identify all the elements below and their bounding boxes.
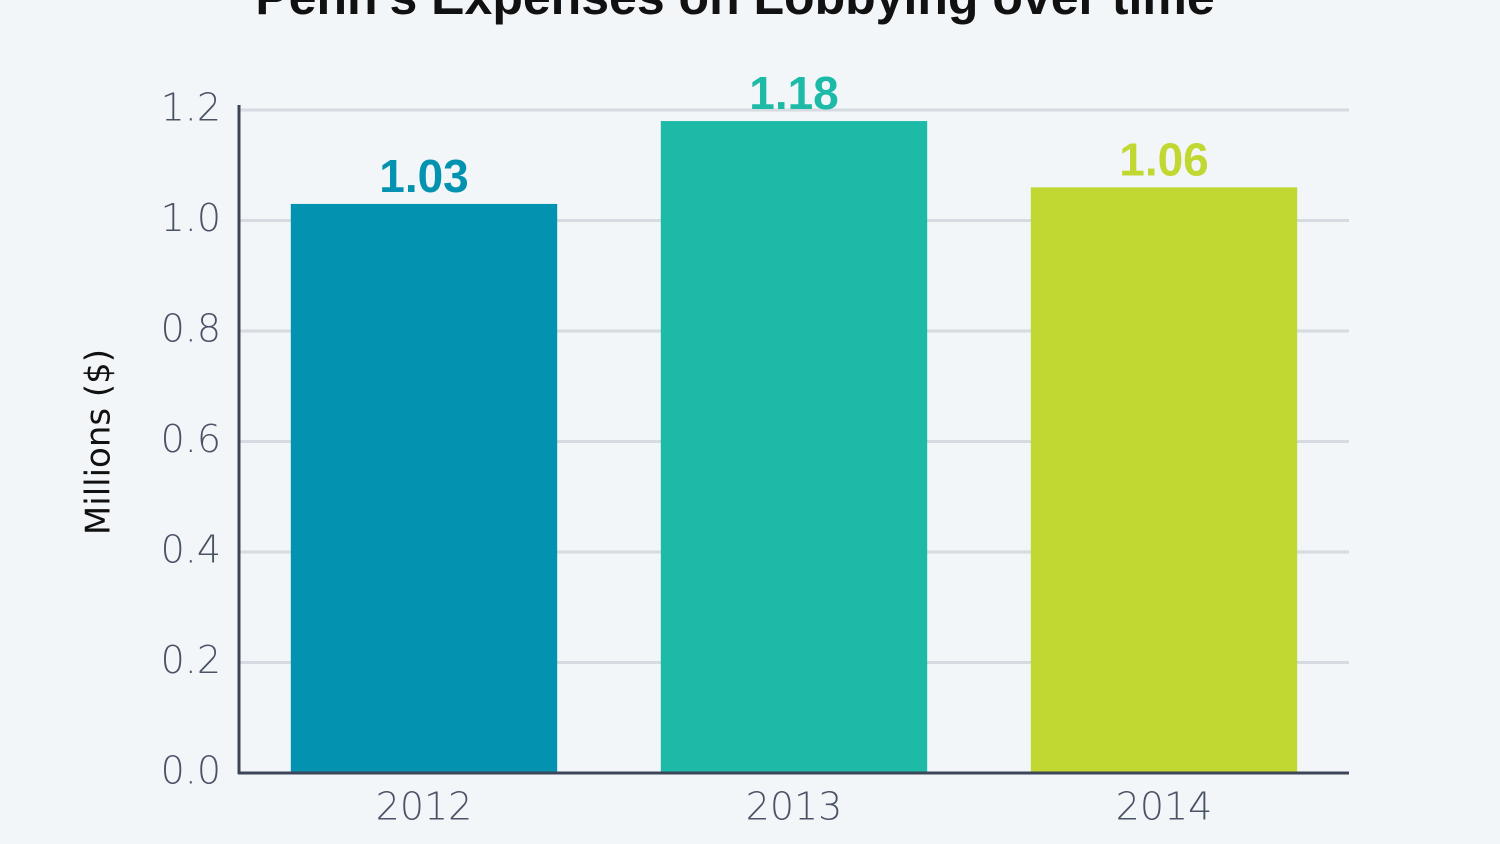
y-tick-label: 0.6 [161,417,221,461]
y-tick-label: 0.0 [161,749,221,793]
value-label: 1.06 [1119,133,1209,185]
x-tick-label: 2012 [376,785,473,829]
x-tick-label: 2013 [746,785,843,829]
y-tick-label: 0.4 [161,528,221,572]
bar [290,203,558,774]
y-tick-label: 0.8 [161,307,221,351]
chart-title: Penn's Expenses on Lobbying over time [255,0,1214,25]
value-label: 1.03 [379,150,469,202]
y-tick-label: 0.2 [161,638,221,682]
y-tick-label: 1.0 [161,196,221,240]
value-label: 1.18 [749,67,839,119]
x-tick-label: 2014 [1116,785,1213,829]
y-tick-label: 1.2 [161,86,221,130]
bar [660,121,928,774]
bar [1030,187,1298,774]
y-axis-label: Millions ($) [79,349,119,535]
